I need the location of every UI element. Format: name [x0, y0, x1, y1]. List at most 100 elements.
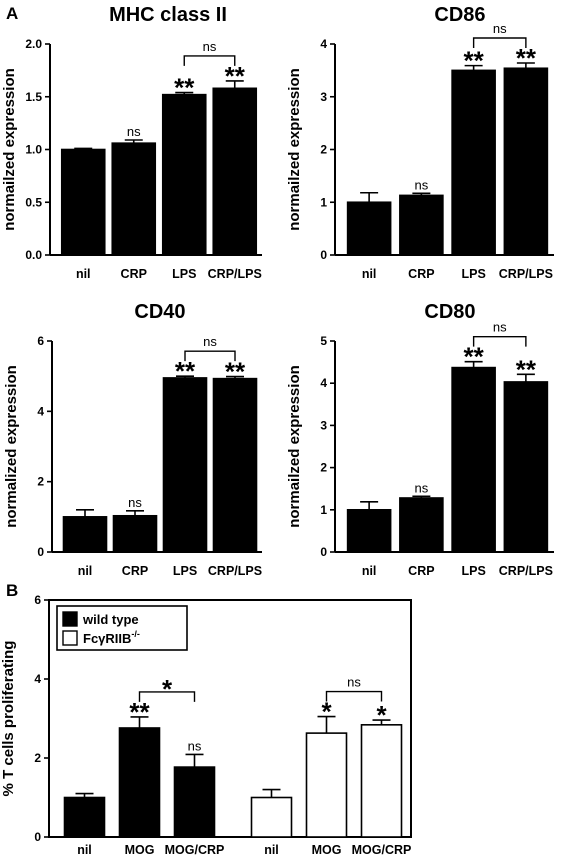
significance-mark: *	[321, 697, 332, 727]
y-tick-label: 2	[320, 461, 327, 475]
y-axis-label: normailzed expression	[286, 68, 303, 231]
bar-nil-0	[346, 201, 392, 256]
category-label: CRP/LPS	[499, 564, 553, 578]
category-label: MOG	[312, 843, 342, 857]
category-label: CRP/LPS	[208, 564, 262, 578]
category-label: LPS	[173, 564, 197, 578]
bar-mog-4	[305, 732, 348, 838]
y-tick-label: 5	[320, 334, 327, 348]
category-label: MOG/CRP	[165, 843, 225, 857]
comparison-label: ns	[203, 39, 217, 54]
category-label: MOG/CRP	[352, 843, 412, 857]
chart-cd40: CD40 normalized expression 0 2 4 6 nil ns CRP ** L…	[3, 301, 262, 578]
chart-title: MHC class II	[109, 4, 227, 26]
bar-crp-lps-3	[503, 67, 549, 256]
y-tick-label: 4	[37, 404, 44, 418]
significance-mark: **	[129, 697, 150, 727]
category-label: nil	[76, 267, 91, 281]
bar-crp-lps-3	[503, 381, 549, 553]
y-tick-label: 0	[320, 545, 327, 559]
significance-mark: **	[516, 43, 537, 73]
significance-mark: **	[464, 342, 485, 372]
bar-lps-2	[161, 93, 207, 256]
y-tick-label: 4	[320, 37, 327, 51]
y-tick-label: 6	[37, 334, 44, 348]
significance-mark: *	[376, 700, 387, 730]
bar-lps-2	[451, 366, 496, 553]
y-tick-label: 0	[34, 830, 41, 844]
comparison-label: ns	[493, 21, 507, 36]
bar-crp-1	[399, 497, 444, 553]
category-label: CRP	[121, 267, 147, 281]
bar-mog-crp-5	[360, 724, 403, 838]
bar-nil-0	[60, 148, 106, 256]
chart-title: CD86	[434, 4, 485, 26]
legend-superscript: -/-	[131, 629, 140, 639]
category-label: LPS	[172, 267, 196, 281]
significance-mark: ns	[188, 738, 202, 753]
category-label: nil	[77, 843, 92, 857]
comparison-bracket	[325, 690, 383, 702]
y-tick-label: 2	[37, 475, 44, 489]
y-tick-label: 4	[320, 376, 327, 390]
y-axis-label: % T cells proliferating	[0, 641, 17, 797]
significance-mark: **	[225, 61, 246, 91]
category-label: nil	[78, 564, 93, 578]
y-tick-label: 6	[34, 593, 41, 607]
category-label: LPS	[461, 267, 485, 281]
legend-swatch-fc-riib	[62, 630, 78, 646]
y-axis-label: normailzed expression	[1, 68, 18, 231]
significance-mark: ns	[128, 495, 142, 510]
bar-crp-1	[112, 514, 158, 553]
comparison-bracket	[183, 55, 236, 66]
category-label: nil	[362, 564, 377, 578]
bar-nil-3	[250, 796, 293, 838]
significance-mark: **	[174, 73, 195, 103]
category-label: CRP/LPS	[499, 267, 553, 281]
y-tick-label: 0	[37, 545, 44, 559]
bar-lps-2	[451, 69, 496, 256]
chart-title: CD40	[134, 301, 185, 323]
category-label: CRP	[408, 564, 434, 578]
comparison-label: *	[162, 674, 173, 704]
category-label: CRP/LPS	[208, 267, 262, 281]
comparison-label: ns	[203, 334, 217, 349]
y-axis-label: normailzed expression	[286, 365, 303, 528]
comparison-bracket	[472, 335, 527, 347]
comparison-bracket	[184, 350, 236, 362]
y-tick-label: 4	[34, 672, 41, 686]
category-label: nil	[264, 843, 279, 857]
bar-crp-1	[111, 142, 157, 256]
plot-frame	[48, 599, 412, 838]
y-tick-label: 2	[320, 143, 327, 157]
panel-label-b: B	[6, 581, 18, 600]
bar-lps-2	[162, 377, 208, 553]
panel-label-a: A	[6, 4, 18, 23]
comparison-bracket	[138, 691, 196, 702]
y-tick-label: 3	[320, 90, 327, 104]
legend-label-fc-riib: FcγRIIB-/-	[83, 629, 140, 646]
legend-swatch-wild-type	[62, 611, 78, 627]
chart-t-cell-proliferation: % T cells proliferating0246nil**MOGnsMOG…	[0, 593, 412, 857]
y-tick-label: 2	[34, 751, 41, 765]
bar-mog-1	[118, 727, 161, 838]
category-label: CRP	[122, 564, 148, 578]
bar-mog-crp-2	[173, 766, 216, 838]
legend-box	[56, 605, 188, 651]
bar-nil-0	[63, 796, 106, 838]
chart-title: CD80	[424, 301, 475, 323]
bar-crp-1	[399, 194, 444, 256]
category-label: CRP	[408, 267, 434, 281]
comparison-label: ns	[493, 320, 507, 335]
comparison-bracket	[472, 37, 527, 48]
comparison-label: ns	[347, 675, 361, 690]
bar-crp-lps-3	[212, 87, 258, 256]
chart-mhc-class-ii: MHC class II normailzed expression 0.0 0.5 1…	[1, 4, 262, 281]
category-label: MOG	[125, 843, 155, 857]
y-tick-label: 1.0	[25, 143, 42, 157]
category-label: LPS	[461, 564, 485, 578]
y-tick-label: 0	[320, 248, 327, 262]
y-tick-label: 0.0	[25, 248, 42, 262]
significance-mark: **	[464, 46, 485, 76]
